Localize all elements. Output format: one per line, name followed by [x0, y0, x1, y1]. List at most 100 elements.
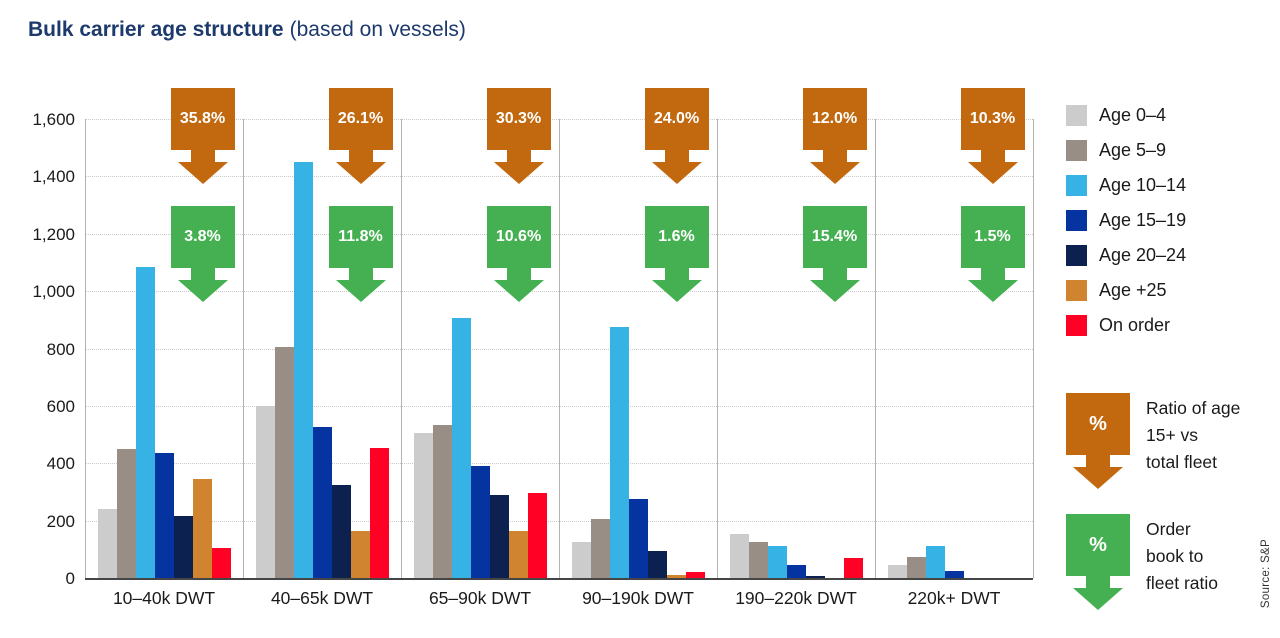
- legend-swatch-icon: [1066, 139, 1087, 161]
- ratio-arrow-orange: 10.3%: [960, 88, 1025, 185]
- group-separator-line: [875, 119, 876, 578]
- bar: [945, 570, 964, 578]
- ratio-arrow-orange: 35.8%: [170, 88, 235, 185]
- legend-item: Age 20–24: [1066, 244, 1186, 266]
- note-text-line: fleet ratio: [1146, 573, 1218, 593]
- chart-subtitle: (based on vessels): [289, 18, 466, 41]
- bar: [509, 530, 528, 578]
- legend-label: Age 15–19: [1099, 209, 1187, 230]
- ratio-arrow-orange: 24.0%: [644, 88, 709, 185]
- group-separator-line: [401, 119, 402, 578]
- ratio-arrow-orange: 26.1%: [328, 88, 393, 185]
- legend-item: Age 15–19: [1066, 209, 1186, 231]
- note-text-line: 15+ vs: [1146, 425, 1199, 445]
- legend-item: Age 10–14: [1066, 174, 1186, 196]
- bar: [610, 327, 629, 578]
- legend-label: Age 5–9: [1099, 139, 1167, 160]
- bar: [768, 546, 787, 578]
- legend-item: On order: [1066, 314, 1170, 336]
- bar: [193, 479, 212, 578]
- bar: [370, 447, 389, 578]
- down-arrow-icon: [644, 206, 709, 302]
- ratio-age15-note-label: Ratio of age 15+ vs total fleet: [1146, 395, 1276, 476]
- arrow-percent-label: 30.3%: [495, 110, 542, 127]
- bar: [667, 575, 686, 578]
- down-arrow-icon: [486, 88, 551, 184]
- chart-title: Bulk carrier age structure (based on vess…: [28, 18, 466, 42]
- bar-group: [85, 119, 243, 578]
- down-arrow-icon: [170, 88, 235, 184]
- bar: [313, 427, 332, 578]
- note-text-line: total fleet: [1146, 452, 1218, 472]
- bar: [528, 493, 547, 578]
- y-axis-tick-label: 800: [46, 339, 75, 359]
- legend-label: Age 10–14: [1099, 174, 1187, 195]
- orderbook-note: %: [1066, 514, 1130, 611]
- arrow-percent-label: 15.4%: [811, 228, 858, 245]
- x-axis-category-label: 220k+ DWT: [907, 588, 1001, 608]
- arrow-percent-label: 24.0%: [653, 110, 700, 127]
- bar: [471, 466, 490, 578]
- down-arrow-icon: [1066, 514, 1130, 610]
- ratio-arrow-green: 1.5%: [960, 206, 1025, 303]
- bar: [572, 542, 591, 578]
- down-arrow-icon: [328, 88, 393, 184]
- ratio-arrow-green: 11.8%: [328, 206, 393, 303]
- y-axis-tick-label: 0: [65, 569, 75, 588]
- legend-label: Age 20–24: [1099, 244, 1187, 265]
- note-text-line: book to: [1146, 546, 1204, 566]
- ratio-arrow-green: 3.8%: [170, 206, 235, 303]
- note-text-line: Ratio of age: [1146, 398, 1241, 418]
- legend-label: Age 0–4: [1099, 104, 1167, 125]
- bar: [452, 318, 471, 578]
- x-axis-category-label: 190–220k DWT: [735, 588, 857, 608]
- arrow-percent-label: 35.8%: [179, 110, 226, 127]
- legend-swatch-icon: [1066, 244, 1087, 266]
- bar: [844, 557, 863, 578]
- legend-label: Age +25: [1099, 279, 1167, 300]
- x-axis-category-label: 90–190k DWT: [582, 588, 694, 608]
- down-arrow-icon: [170, 206, 235, 302]
- ratio-arrow-green: 15.4%: [802, 206, 867, 303]
- arrow-percent-label: 3.8%: [184, 228, 221, 245]
- group-separator-line: [559, 119, 560, 578]
- y-axis-tick-label: 1,400: [32, 167, 75, 187]
- legend-swatch-icon: [1066, 279, 1087, 301]
- bar: [686, 572, 705, 578]
- ratio-arrow-orange: 30.3%: [486, 88, 551, 185]
- bar: [174, 516, 193, 578]
- legend-swatch-icon: [1066, 174, 1087, 196]
- chart-title-main: Bulk carrier age structure: [28, 18, 284, 41]
- bar: [155, 453, 174, 578]
- down-arrow-icon: [486, 206, 551, 302]
- bar: [433, 424, 452, 578]
- arrow-percent-label: 10.3%: [969, 110, 1016, 127]
- arrow-percent-label: 1.6%: [658, 228, 695, 245]
- down-arrow-icon: [802, 206, 867, 302]
- y-axis-line: [85, 119, 86, 578]
- x-axis-category-label: 40–65k DWT: [270, 588, 374, 608]
- bar-group: [875, 119, 1033, 578]
- x-axis-category-label: 65–90k DWT: [428, 588, 532, 608]
- arrow-percent-label: 11.8%: [338, 228, 383, 245]
- bar: [332, 484, 351, 578]
- bar: [806, 575, 825, 578]
- group-separator-line: [717, 119, 718, 578]
- legend-item: Age 0–4: [1066, 104, 1166, 126]
- y-axis-tick-label: 400: [46, 454, 75, 474]
- bar: [256, 405, 275, 578]
- y-axis-tick-label: 1,000: [32, 282, 75, 302]
- arrow-percent-label: 10.6%: [495, 228, 542, 245]
- ratio-age15-note: %: [1066, 393, 1130, 490]
- down-arrow-icon: [960, 88, 1025, 184]
- down-arrow-icon: [960, 206, 1025, 302]
- bar: [591, 519, 610, 578]
- ratio-arrow-green: 10.6%: [486, 206, 551, 303]
- x-axis-category-label: 10–40k DWT: [112, 588, 216, 608]
- bar: [351, 530, 370, 578]
- bar: [490, 494, 509, 578]
- bar: [648, 550, 667, 578]
- arrow-percent-symbol: %: [1089, 533, 1107, 556]
- x-axis-line: [85, 578, 1033, 580]
